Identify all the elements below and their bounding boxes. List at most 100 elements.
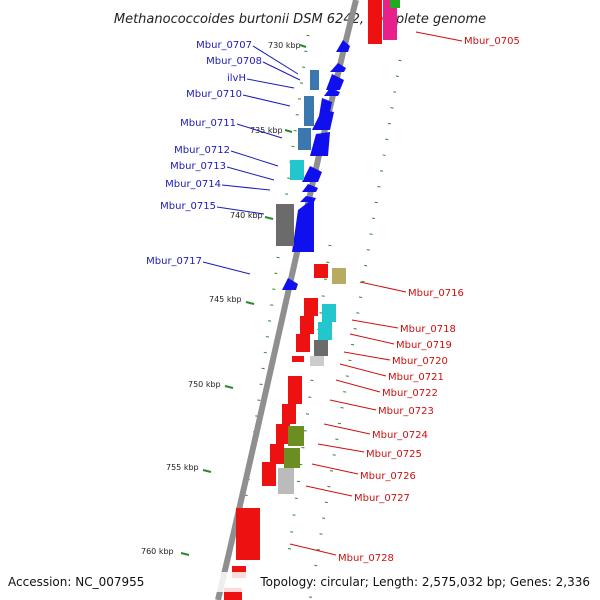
gene-block[interactable] — [304, 298, 318, 316]
scale-label: 760 kbp — [141, 547, 174, 556]
leader-line — [289, 543, 337, 556]
gene-arrow[interactable] — [330, 63, 346, 72]
gene-block[interactable] — [322, 304, 336, 322]
scale-label: 755 kbp — [166, 463, 199, 472]
gene-label[interactable]: Mbur_0711 — [180, 118, 236, 129]
leader-line — [262, 61, 301, 81]
scale-label: 750 kbp — [188, 380, 221, 389]
scale-tick — [180, 552, 190, 556]
gene-block[interactable] — [296, 334, 310, 352]
gene-block[interactable] — [310, 356, 324, 366]
leader-line — [349, 333, 395, 345]
gene-label[interactable]: Mbur_0708 — [206, 56, 262, 67]
gene-label[interactable]: Mbur_0722 — [382, 388, 438, 399]
gene-label[interactable]: Mbur_0727 — [354, 493, 410, 504]
leader-line — [252, 45, 299, 75]
gene-arrow[interactable] — [292, 198, 314, 252]
leader-line — [221, 184, 271, 191]
leader-line — [415, 31, 463, 42]
reverse-strand-genes — [224, 0, 400, 600]
leader-line — [311, 463, 359, 475]
scale-tick — [299, 44, 307, 48]
gene-block[interactable] — [314, 264, 328, 278]
reverse-gene-labels: Mbur_0705 Mbur_0716 Mbur_0718 Mbur_0719 … — [289, 31, 520, 564]
gene-label[interactable]: Mbur_0724 — [372, 430, 428, 441]
gene-arrow[interactable] — [324, 88, 340, 96]
gene-block[interactable] — [304, 96, 314, 126]
gene-block[interactable] — [276, 204, 294, 246]
footer-background — [0, 572, 600, 592]
leader-line — [305, 485, 353, 497]
gene-block[interactable] — [332, 268, 346, 284]
gene-block[interactable] — [278, 468, 294, 494]
gene-label[interactable]: Mbur_0725 — [366, 449, 422, 460]
scale-tick — [264, 216, 274, 220]
scale-tick — [224, 385, 234, 389]
gene-label[interactable]: ilvH — [227, 73, 246, 84]
leader-line — [343, 351, 391, 361]
gene-arrow[interactable] — [312, 110, 334, 130]
gene-block[interactable] — [292, 356, 304, 362]
scale-tick — [202, 469, 212, 473]
leader-line — [246, 78, 295, 89]
leader-line — [230, 150, 279, 167]
gene-arrow[interactable] — [302, 184, 318, 192]
leader-line — [202, 261, 251, 275]
gene-label[interactable]: Mbur_0717 — [146, 256, 202, 267]
gene-block[interactable] — [383, 0, 397, 40]
gene-label[interactable]: Mbur_0715 — [160, 201, 216, 212]
gene-label[interactable]: Mbur_0723 — [378, 406, 434, 417]
gene-label[interactable]: Mbur_0710 — [186, 89, 242, 100]
gene-block[interactable] — [390, 0, 400, 8]
gene-label[interactable]: Mbur_0705 — [464, 36, 520, 47]
gene-block[interactable] — [262, 462, 276, 486]
gene-arrow[interactable] — [282, 278, 298, 290]
gene-label[interactable]: Mbur_0716 — [408, 288, 464, 299]
gene-label[interactable]: Mbur_0726 — [360, 471, 416, 482]
gene-block[interactable] — [270, 444, 284, 464]
gene-block[interactable] — [310, 70, 319, 90]
scale: 730 kbp 735 kbp 740 kbp 745 kbp 750 kbp … — [141, 41, 307, 556]
gene-label[interactable]: Mbur_0712 — [174, 145, 230, 156]
gene-block[interactable] — [236, 508, 260, 560]
gene-label[interactable]: Mbur_0721 — [388, 372, 444, 383]
gene-block[interactable] — [318, 322, 332, 340]
gene-block[interactable] — [288, 376, 302, 404]
gene-label[interactable]: Mbur_0719 — [396, 340, 452, 351]
gene-label[interactable]: Mbur_0728 — [338, 553, 394, 564]
gene-block[interactable] — [298, 128, 311, 150]
gene-label[interactable]: Mbur_0718 — [400, 324, 456, 335]
gene-block[interactable] — [300, 316, 314, 334]
gene-arrow[interactable] — [302, 166, 322, 182]
leader-line — [317, 443, 365, 453]
leader-line — [236, 123, 283, 139]
leader-line — [359, 281, 407, 293]
gene-block[interactable] — [284, 448, 300, 468]
forward-strand-genes — [276, 40, 350, 290]
leader-line — [335, 379, 381, 393]
gene-block[interactable] — [276, 424, 290, 444]
scale-label: 735 kbp — [250, 126, 283, 135]
gene-arrow[interactable] — [336, 40, 350, 52]
leader-line — [216, 206, 265, 215]
gene-label[interactable]: Mbur_0713 — [170, 161, 226, 172]
leader-line — [242, 94, 291, 107]
leader-line — [329, 399, 377, 411]
gene-label[interactable]: Mbur_0707 — [196, 40, 252, 51]
gene-arrow[interactable] — [326, 74, 344, 90]
forward-gene-labels: Mbur_0707 Mbur_0708 ilvH Mbur_0710 Mbur_… — [146, 40, 301, 275]
gene-block[interactable] — [290, 160, 304, 180]
gene-label[interactable]: Mbur_0720 — [392, 356, 448, 367]
scale-tick — [284, 129, 293, 133]
gene-block[interactable] — [288, 426, 304, 446]
gene-label[interactable]: Mbur_0714 — [165, 179, 221, 190]
gene-block[interactable] — [314, 340, 328, 356]
gene-block[interactable] — [368, 0, 382, 44]
map-title: Methanococcoides burtonii DSM 6242, comp… — [114, 12, 486, 27]
gene-block[interactable] — [282, 404, 296, 424]
leader-line — [323, 423, 371, 435]
scale-tick — [245, 301, 255, 305]
leader-line — [351, 319, 399, 329]
gene-arrow[interactable] — [310, 132, 330, 156]
